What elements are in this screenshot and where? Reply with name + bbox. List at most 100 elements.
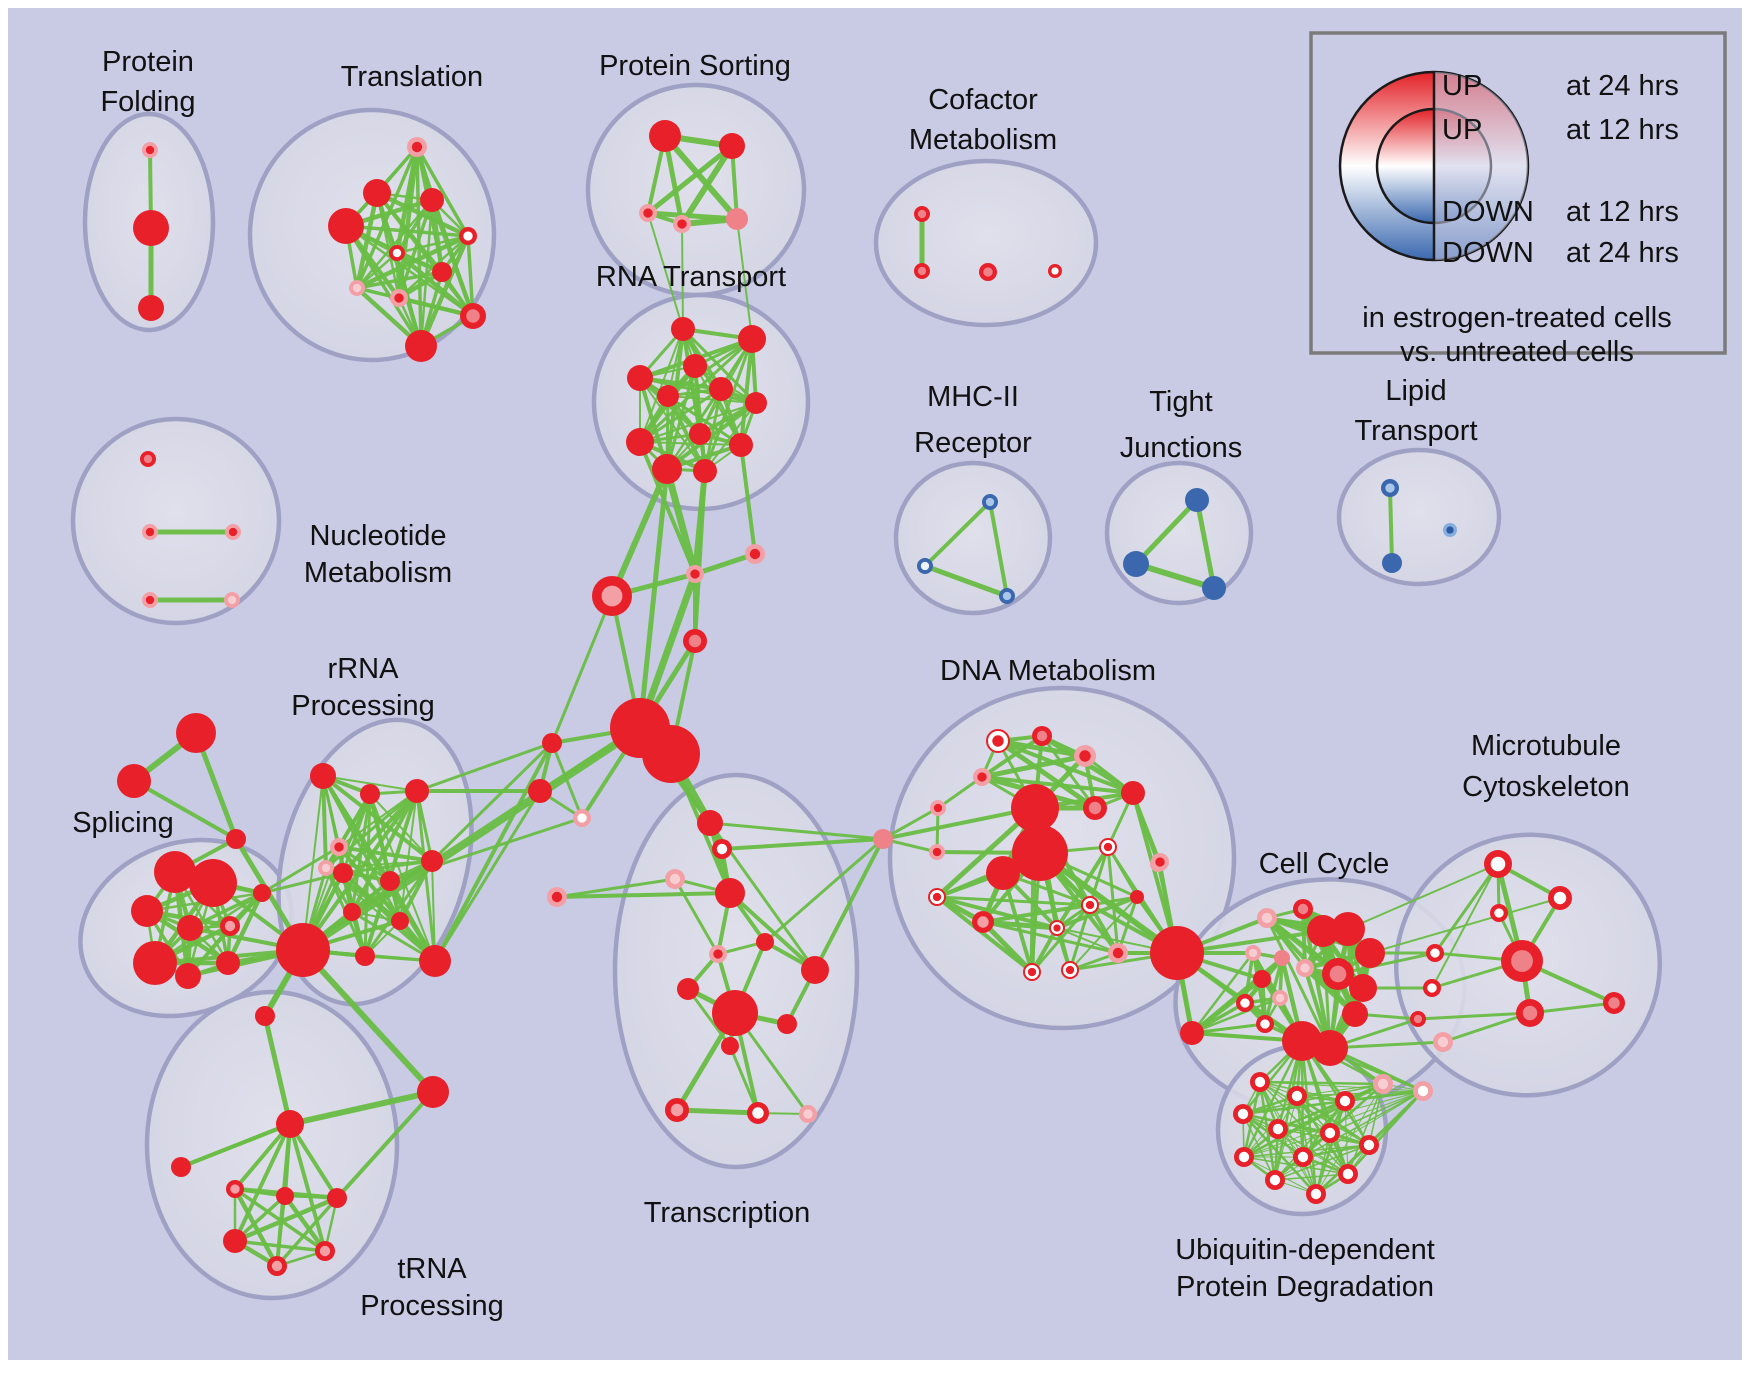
gene-node-paleSolid: [873, 829, 893, 849]
network-edge: [639, 441, 742, 446]
gene-node-pinkRingRed: [330, 838, 348, 856]
gene-node-redRingWhite: [1268, 1119, 1288, 1139]
network-edge: [662, 133, 740, 222]
gene-node-red: [380, 871, 400, 891]
network-edge: [550, 594, 614, 745]
gene-node-redRingPink: [914, 206, 930, 222]
gene-node-red: [1307, 915, 1339, 947]
network-edge: [881, 806, 1037, 841]
gene-node-redRingWhite: [1265, 1170, 1285, 1190]
network-edge: [179, 1122, 292, 1169]
network-edge: [132, 779, 238, 841]
gene-node-pinkRingRed: [1151, 853, 1169, 871]
network-edge: [1431, 863, 1499, 989]
gene-node-red: [176, 713, 216, 753]
cluster-label-translation: Translation: [341, 61, 483, 93]
network-edge: [388, 816, 584, 883]
gene-node-redRingWhite: [1256, 1015, 1274, 1033]
legend-caption-line-2: vs. untreated cells: [1400, 336, 1634, 368]
gene-node-redRingWhite: [1426, 944, 1444, 962]
gene-node-red: [328, 208, 364, 244]
network-edge: [1259, 1081, 1424, 1092]
gene-node-redRingPink: [140, 451, 156, 467]
gene-node-redRingPale: [226, 1180, 244, 1198]
gene-node-redRingWhite: [1548, 886, 1572, 910]
cluster-label-cofactor-metabolism: Cofactor Metabolism: [909, 84, 1057, 156]
gene-node-pinkRingPale: [1245, 945, 1261, 961]
gene-node-red: [709, 377, 733, 401]
network-edge: [1300, 1039, 1350, 1176]
gene-node-red: [420, 188, 444, 212]
network-edge: [1328, 1040, 1445, 1050]
gene-node-redRingWhite: [1320, 1123, 1340, 1143]
cluster-label-dna-metabolism: DNA Metabolism: [940, 655, 1156, 687]
gene-node-red: [657, 385, 679, 407]
network-edge: [1274, 1144, 1370, 1181]
network-edge: [355, 251, 399, 290]
gene-node-redRingPink: [979, 263, 997, 281]
gene-node-redRingWhite: [1293, 1147, 1313, 1167]
network-edge: [663, 465, 699, 578]
gene-node-pinkRingRed: [709, 945, 727, 963]
network-edge: [1133, 497, 1200, 567]
gene-node-redRingPale: [972, 911, 994, 933]
gene-node-red: [189, 859, 237, 907]
gene-node-redRingWhite: [1306, 1184, 1326, 1204]
network-edge: [1273, 1039, 1304, 1182]
gene-node-pinkRingRed: [929, 844, 945, 860]
gene-node-red: [1312, 1030, 1348, 1066]
gene-node-pinkRingRed: [547, 887, 567, 907]
gene-node-pinkRingPale: [1373, 1074, 1393, 1094]
network-edge: [1347, 863, 1499, 930]
gene-node-pinkRingWhite: [573, 809, 591, 827]
legend-direction-label-1: UP: [1442, 114, 1482, 146]
network-edge: [288, 1122, 327, 1253]
gene-node-red: [154, 851, 196, 893]
gene-node-red: [1349, 974, 1377, 1002]
gene-node-redRingWhite: [1490, 904, 1508, 922]
gene-node-redRingPale: [315, 1241, 335, 1261]
network-edge: [923, 500, 992, 568]
gene-node-red: [693, 459, 717, 483]
network-edge: [1189, 976, 1265, 1036]
network-edge: [638, 376, 758, 405]
gene-node-redRingWhite: [1338, 1164, 1358, 1184]
gene-node-redRingPink: [683, 629, 707, 653]
network-edge: [667, 395, 757, 404]
cluster-label-tight-junctions: Tight Junctions: [1120, 386, 1243, 464]
network-edge: [322, 775, 418, 792]
gene-node-red: [276, 1110, 304, 1138]
network-edge: [609, 466, 670, 599]
gene-node-red: [715, 878, 745, 908]
gene-node-blueRingLight: [999, 588, 1015, 604]
network-edge: [395, 234, 470, 255]
node-layer: [117, 120, 1625, 1276]
network-edge: [1441, 1011, 1532, 1044]
network-edge: [1194, 497, 1217, 591]
gene-node-redRingPale: [665, 1098, 689, 1122]
network-edge: [639, 377, 706, 472]
network-edge: [1336, 951, 1437, 976]
gene-node-blue: [1382, 553, 1402, 573]
legend: UP at 24 hrs UP at 12 hrs DOWN at 12 hrs DOWN a…: [1309, 31, 1727, 368]
network-edge: [287, 1089, 436, 1127]
network-edge: [260, 845, 341, 895]
network-edge: [232, 1195, 340, 1244]
legend-direction-label-0: UP: [1442, 70, 1482, 102]
network-edge: [1056, 927, 1119, 954]
cluster-label-lipid-transport: Lipid Transport: [1354, 375, 1477, 447]
network-edge: [1242, 1113, 1276, 1181]
cluster-label-splicing: Splicing: [72, 807, 174, 839]
gene-node-red: [1253, 970, 1271, 988]
gene-node-blue: [1202, 576, 1226, 600]
network-edge: [1314, 1099, 1347, 1196]
network-edge: [335, 1090, 435, 1200]
network-edge: [1037, 850, 1180, 956]
gene-node-pinkRingRed: [142, 592, 158, 608]
network-edge: [681, 327, 758, 405]
network-edge: [233, 1122, 292, 1191]
network-edge: [1301, 1143, 1371, 1159]
gene-node-paleSolid: [1274, 950, 1290, 966]
gene-node-blueRingWhite: [917, 558, 933, 574]
network-edge: [1242, 1083, 1384, 1115]
